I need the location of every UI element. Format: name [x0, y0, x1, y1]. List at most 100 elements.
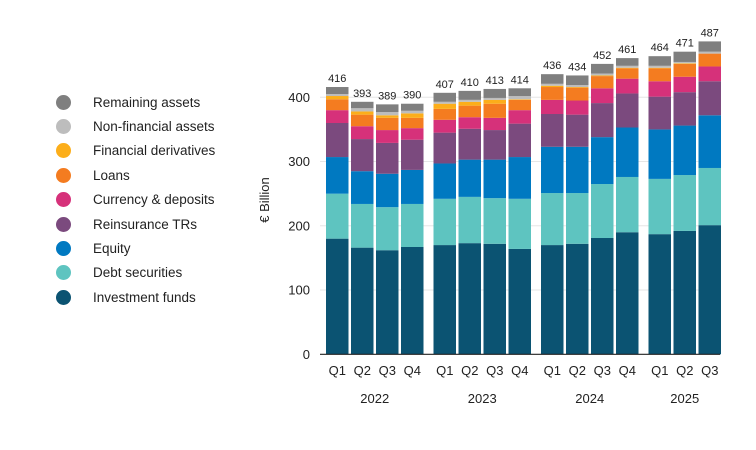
bar-segment	[458, 101, 481, 106]
bar-segment	[648, 65, 671, 68]
bar-segment	[591, 103, 614, 138]
bar-segment	[351, 111, 374, 115]
legend-swatch-icon	[56, 241, 71, 257]
bar-segment	[401, 110, 424, 114]
x-tick-label: Q3	[379, 363, 396, 378]
bar-segment	[698, 167, 721, 226]
bar-segment	[483, 117, 506, 131]
total-label: 464	[651, 42, 669, 54]
bar-segment	[541, 245, 564, 355]
bar-segment	[326, 87, 349, 95]
bar-segment	[458, 117, 481, 129]
bar-segment	[376, 112, 399, 116]
bar-segment	[591, 88, 614, 104]
y-tick-label: 300	[288, 154, 310, 169]
bar-segment	[591, 73, 614, 76]
total-label: 390	[403, 90, 421, 102]
bar-segment	[591, 184, 614, 239]
bar-segment	[326, 238, 349, 355]
legend-swatch-icon	[56, 94, 71, 110]
bar-segment	[566, 85, 589, 88]
bar-segment	[458, 128, 481, 160]
y-axis-label: € Billion	[257, 177, 272, 223]
bar-segment	[401, 169, 424, 204]
bar-segment	[566, 87, 589, 101]
bar-segment	[326, 193, 349, 239]
bar-segment	[616, 68, 639, 79]
bar-segment	[591, 137, 614, 185]
y-tick-label: 0	[303, 347, 310, 362]
bar-segment	[508, 99, 531, 100]
bar-segment	[616, 232, 639, 355]
legend-item: Investment funds	[56, 285, 215, 309]
bar-segment	[433, 245, 456, 355]
legend-label: Debt securities	[93, 265, 183, 281]
bar-segment	[458, 90, 481, 100]
bar-segment	[508, 248, 531, 355]
bar-segment	[616, 67, 639, 69]
bar-segment	[376, 250, 399, 355]
bar-segment	[401, 203, 424, 248]
bar-segment	[541, 87, 564, 100]
bar-segment	[401, 139, 424, 170]
legend-swatch-icon	[56, 265, 71, 281]
y-tick-label: 100	[288, 283, 310, 298]
bar-segment	[698, 66, 721, 82]
legend-label: Non-financial assets	[93, 119, 215, 135]
bar-segment	[433, 101, 456, 104]
bar-segment	[508, 99, 531, 111]
bar-segment	[648, 129, 671, 179]
bar-segment	[326, 94, 349, 97]
bar-segment	[483, 130, 506, 160]
total-label: 393	[353, 88, 371, 100]
bar-segment	[351, 139, 374, 172]
bar-segment	[433, 119, 456, 133]
bar-segment	[376, 142, 399, 174]
bar-segment	[351, 171, 374, 204]
bar-segment	[458, 99, 481, 102]
y-tick-label: 200	[288, 218, 310, 233]
bar-segment	[541, 114, 564, 147]
bar-segment	[566, 100, 589, 115]
total-label: 434	[568, 61, 586, 73]
legend-label: Reinsurance TRs	[93, 216, 198, 232]
bar-segment	[508, 123, 531, 158]
year-label: 2025	[670, 391, 699, 406]
bar-segment	[508, 96, 531, 100]
bar-segment	[351, 114, 374, 127]
bar-segment	[591, 238, 614, 355]
total-label: 414	[511, 74, 529, 86]
bar-segment	[566, 87, 589, 88]
bar-segment	[616, 78, 639, 94]
legend-swatch-icon	[56, 192, 71, 208]
bar-segment	[433, 108, 456, 120]
bar-segment	[541, 85, 564, 88]
bar-segment	[673, 76, 696, 93]
legend-label: Equity	[93, 241, 131, 257]
legend-swatch-icon	[56, 143, 71, 159]
bar-segment	[351, 126, 374, 140]
bar-segment	[648, 68, 671, 82]
bar-segment	[351, 247, 374, 355]
bar-segment	[591, 63, 614, 74]
bar-segment	[673, 61, 696, 64]
bar-segment	[673, 230, 696, 355]
bar-segment	[326, 123, 349, 158]
bar-segment	[566, 243, 589, 355]
legend-item: Reinsurance TRs	[56, 212, 215, 236]
bar-segment	[698, 41, 721, 52]
bar-segment	[591, 75, 614, 77]
bar-segment	[648, 96, 671, 130]
x-tick-label: Q3	[701, 363, 718, 378]
bar-segment	[648, 67, 671, 69]
x-tick-label: Q1	[436, 363, 453, 378]
x-tick-label: Q3	[594, 363, 611, 378]
x-tick-label: Q4	[511, 363, 528, 378]
bar-segment	[458, 159, 481, 197]
total-label: 389	[378, 90, 396, 102]
bar-segment	[566, 75, 589, 86]
bar-segment	[673, 63, 696, 77]
bar-segment	[566, 146, 589, 194]
legend-label: Loans	[93, 167, 130, 183]
